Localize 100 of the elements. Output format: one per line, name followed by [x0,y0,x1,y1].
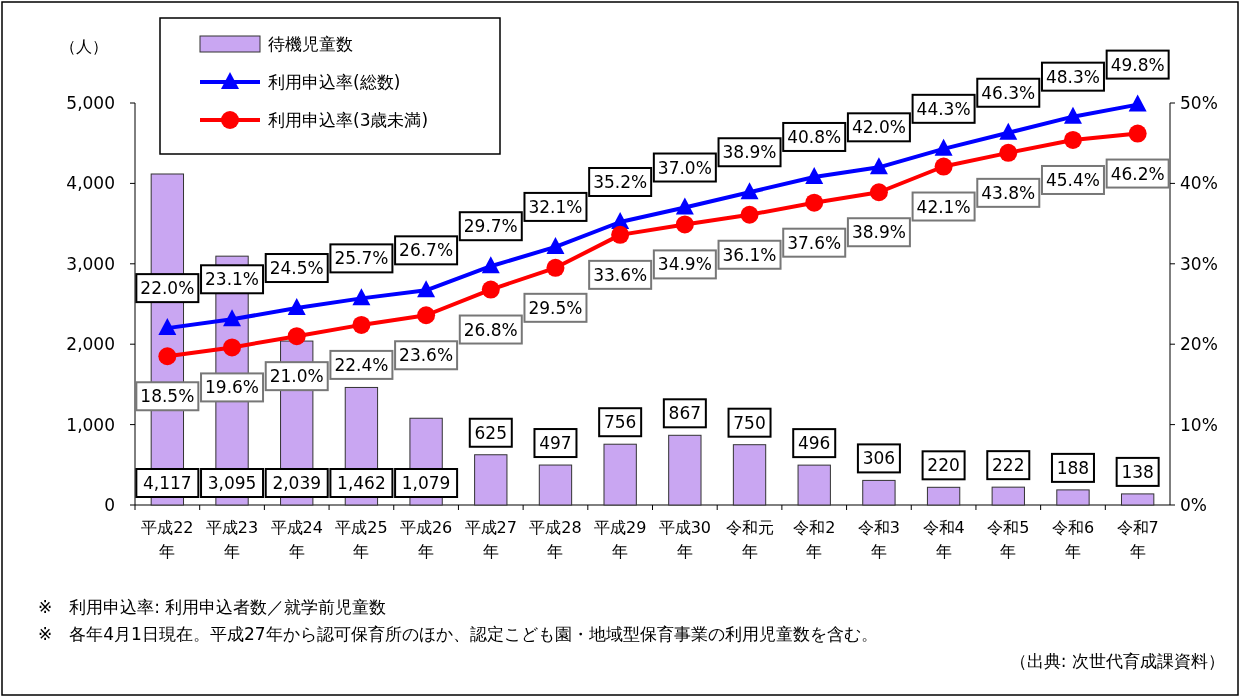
x-tick-label: 令和6年 [1051,518,1095,561]
data-label: 32.1% [528,196,583,217]
point [546,258,565,277]
point [158,318,177,336]
x-tick-label: 平成28年 [529,518,582,561]
data-label: 750 [733,412,766,433]
data-label: 220 [927,455,960,476]
x-tick-label: 平成22年 [141,518,194,561]
y-tick-label: 0 [104,495,115,515]
data-label: 36.1% [722,244,777,265]
y-tick-label: 3,000 [66,253,115,274]
bar [1120,493,1155,506]
y2-tick-label: 10% [1180,414,1218,435]
data-label: 25.7% [334,248,389,269]
x-tick-label: 令和4年 [922,518,965,561]
y-tick-label: 4,000 [66,173,115,194]
x-tick-label: 平成30年 [658,518,712,561]
point [417,280,436,298]
bar [732,444,767,506]
point [740,182,759,200]
x-tick-label: 平成26年 [399,518,453,561]
point [675,215,694,234]
data-label: 38.9% [722,142,777,163]
x-tick-label: 令和2年 [793,518,836,561]
x-tick-label: 平成29年 [593,518,647,561]
x-tick-label: 令和3年 [857,518,900,561]
data-label: 42.1% [916,196,971,217]
data-label: 35.2% [593,171,648,192]
x-tick-label: 平成23年 [205,518,259,561]
point [805,193,824,212]
legend-label: 利用申込率(総数) [268,72,401,92]
point [934,138,953,156]
bar [668,434,702,506]
data-label: 34.9% [657,254,712,275]
data-label: 48.3% [1045,66,1100,87]
point [740,205,759,224]
point [352,288,371,306]
data-label: 496 [797,433,831,454]
point [417,306,436,325]
data-label: 46.2% [1110,163,1165,184]
data-label: 1,079 [401,473,451,493]
data-label: 23.1% [205,269,260,290]
x-tick-label: 平成27年 [464,518,517,561]
y2-tick-label: 50% [1180,93,1218,113]
bar [603,443,637,506]
point [934,157,953,176]
data-label: 44.3% [916,98,971,119]
point [223,309,242,327]
data-label: 756 [603,412,637,433]
data-label: 222 [992,455,1025,476]
data-label: 625 [474,422,508,443]
point [611,225,630,244]
y-axis-title: （人） [60,37,108,56]
data-label: 29.7% [463,216,518,237]
text: （出典: 次世代育成課資料） [1009,651,1225,671]
data-label: 138 [1121,461,1154,482]
data-label: 26.8% [463,319,518,340]
data-label: 21.0% [269,366,324,387]
data-label: 33.6% [593,264,648,285]
point [805,166,824,184]
bar [926,486,961,506]
x-tick-label: 令和元年 [725,518,774,561]
y-tick-label: 5,000 [66,93,115,113]
point [1063,130,1082,149]
x-tick-label: 平成25年 [335,518,388,561]
data-label: 4,117 [143,473,192,493]
bar [538,464,573,506]
bar [991,486,1025,506]
data-label: 37.0% [657,157,712,178]
point [546,236,565,254]
y2-tick-label: 20% [1180,334,1218,355]
point [869,183,888,202]
data-label: 306 [862,448,896,469]
point [158,347,177,366]
data-label: 1,462 [337,473,386,493]
data-label: 38.9% [851,222,906,243]
point [999,122,1018,140]
point [869,157,888,175]
bar [474,454,508,506]
x-tick-label: 平成24年 [270,518,323,561]
data-label: 24.5% [269,258,324,279]
point [481,256,500,274]
point [352,315,371,334]
data-label: 43.8% [981,182,1036,203]
legend-label: 利用申込率(3歳未満) [268,110,429,130]
y-tick-label: 2,000 [66,334,115,355]
data-label: 49.8% [1110,54,1165,75]
y-tick-label: 1,000 [66,414,115,435]
legend-label: 待機児童数 [268,34,353,54]
data-label: 867 [668,403,702,424]
point [481,280,500,299]
y2-tick-label: 0% [1180,495,1207,515]
bar [862,479,896,506]
x-tick-label: 令和5年 [987,518,1030,561]
data-label: 46.3% [981,82,1036,103]
data-label: 22.0% [140,278,195,299]
point [675,197,694,215]
point [1063,106,1082,124]
bar [797,464,831,506]
data-label: 42.0% [851,117,906,138]
